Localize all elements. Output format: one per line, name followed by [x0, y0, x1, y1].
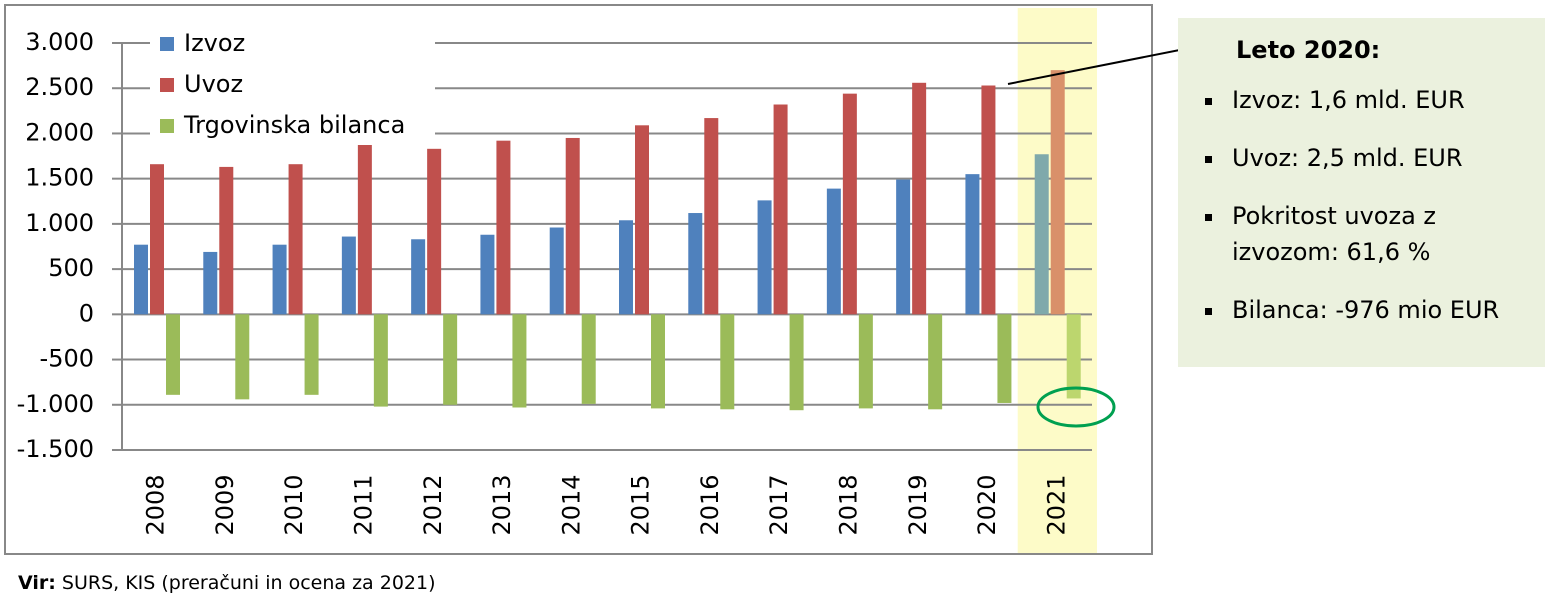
x-tick-label: 2021 — [1042, 474, 1070, 535]
x-tick-label: 2015 — [627, 474, 655, 535]
bar — [480, 234, 495, 315]
y-tick-label: 3.000 — [25, 28, 94, 56]
bar — [651, 314, 665, 409]
bar — [757, 200, 772, 315]
annotation-item: Bilanca: -976 mio EUR — [1226, 292, 1525, 328]
y-tick-label: 1.000 — [25, 209, 94, 237]
bar — [150, 164, 164, 315]
x-tick-label: 2018 — [835, 474, 863, 535]
legend-label: Izvoz — [184, 29, 245, 57]
bar — [565, 137, 580, 315]
annotation-item: Pokritost uvoza z izvozom: 61,6 % — [1226, 198, 1525, 270]
bar — [826, 188, 841, 315]
bar — [512, 314, 527, 408]
plot: 3.000 2.500 2.000 1.500 1.000 500 0 -500 -1.000 -… — [17, 8, 1097, 553]
bar — [928, 314, 943, 410]
y-tick-label: -1.500 — [17, 435, 94, 463]
x-tick-label: 2016 — [696, 474, 724, 535]
legend: Izvoz Uvoz Trgovinska bilanca — [150, 25, 435, 145]
x-tick-label: 2013 — [488, 474, 516, 535]
bar — [443, 314, 458, 405]
bar — [272, 244, 287, 315]
legend-label: Uvoz — [184, 70, 243, 98]
legend-bg — [150, 25, 435, 145]
bar — [166, 314, 180, 395]
bar — [773, 104, 788, 315]
x-tick-label: 2014 — [557, 474, 585, 535]
x-tick-label: 2009 — [211, 474, 239, 535]
bar — [341, 236, 356, 315]
annotation-item: Uvoz: 2,5 mld. EUR — [1226, 140, 1525, 176]
bar — [357, 144, 372, 315]
x-tick-label: 2008 — [142, 474, 170, 535]
y-tick-label: -1.000 — [17, 390, 94, 418]
bar — [635, 125, 649, 315]
x-tick-label: 2012 — [419, 474, 447, 535]
annotation-box: Leto 2020: Izvoz: 1,6 mld. EUR Uvoz: 2,5 … — [1178, 18, 1545, 367]
annotation-title: Leto 2020: — [1236, 36, 1381, 64]
y-tick-label: 500 — [48, 254, 94, 282]
bar — [997, 314, 1012, 403]
bar — [965, 174, 980, 315]
bar — [688, 213, 703, 315]
annotation-item: Izvoz: 1,6 mld. EUR — [1226, 82, 1525, 118]
bar — [619, 220, 633, 315]
legend-swatch — [160, 78, 174, 92]
bar — [411, 239, 426, 315]
bar — [219, 166, 234, 315]
legend-swatch — [160, 37, 174, 51]
bar — [789, 314, 804, 411]
bar — [1066, 314, 1081, 399]
source: Vir: SURS, KIS (preračuni in ocena za 20… — [18, 572, 436, 594]
bar — [1034, 154, 1049, 315]
bar — [842, 93, 857, 315]
x-tick-label: 2011 — [350, 474, 378, 535]
bar — [704, 118, 719, 315]
bar — [549, 227, 564, 315]
bar — [134, 244, 148, 315]
source-label: Vir: — [18, 572, 56, 594]
highlight-ellipse — [1036, 386, 1116, 428]
x-tick-label: 2017 — [765, 474, 793, 535]
bar — [896, 179, 911, 315]
x-tick-label: 2019 — [904, 474, 932, 535]
bar — [373, 314, 388, 407]
bar — [427, 148, 442, 315]
annotation-list: Izvoz: 1,6 mld. EUR Uvoz: 2,5 mld. EUR Pok… — [1198, 82, 1525, 328]
bar — [203, 251, 218, 315]
x-tick-label: 2010 — [280, 474, 308, 535]
source-text: SURS, KIS (preračuni in ocena za 2021) — [61, 572, 436, 594]
bar — [912, 82, 927, 315]
bar — [1050, 70, 1065, 315]
bar — [981, 85, 996, 315]
bar — [304, 314, 319, 395]
bar — [581, 314, 596, 404]
bar — [288, 164, 303, 315]
y-tick-label: -500 — [40, 345, 94, 373]
legend-label: Trgovinska bilanca — [183, 111, 405, 139]
bar — [496, 140, 511, 315]
y-tick-label: 0 — [79, 299, 94, 327]
bar — [720, 314, 735, 410]
y-tick-label: 1.500 — [25, 164, 94, 192]
legend-swatch — [160, 119, 174, 133]
x-tick-label: 2020 — [973, 474, 1001, 535]
y-tick-label: 2.000 — [25, 118, 94, 146]
bar — [858, 314, 873, 409]
bar — [235, 314, 250, 400]
y-tick-label: 2.500 — [25, 73, 94, 101]
